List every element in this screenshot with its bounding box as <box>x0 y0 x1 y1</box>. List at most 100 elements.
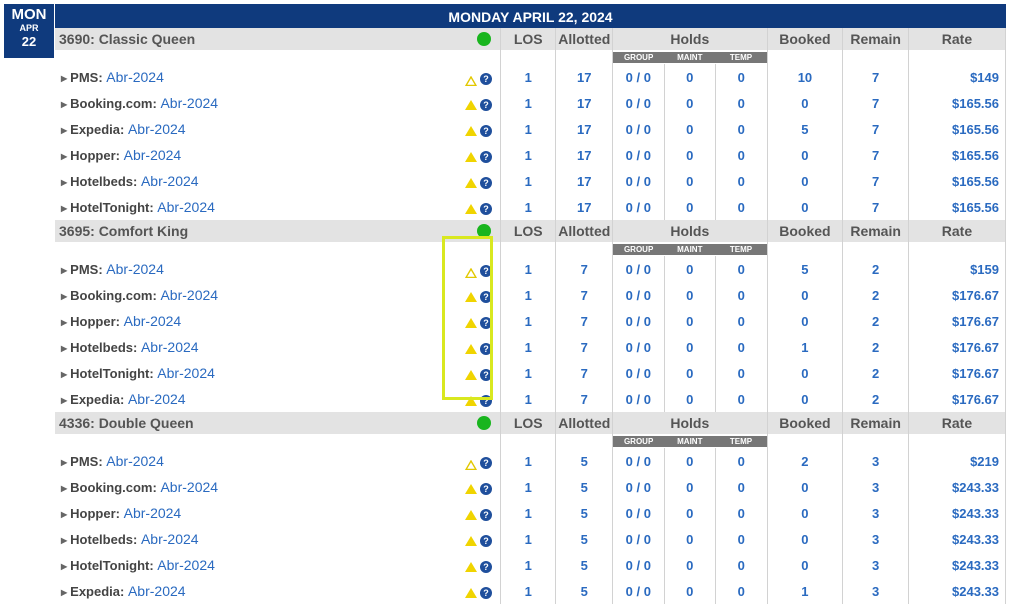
rate-plan-link[interactable]: Abr-2024 <box>157 365 215 381</box>
rate-plan-link[interactable]: Abr-2024 <box>123 147 182 163</box>
rate-value[interactable]: $176.67 <box>908 386 1007 412</box>
warning-triangle-icon[interactable] <box>464 561 477 572</box>
allotted-value[interactable]: 5 <box>555 500 614 526</box>
expand-arrow-icon[interactable]: ▶ <box>61 588 68 597</box>
rate-plan-link[interactable]: Abr-2024 <box>106 453 164 469</box>
warning-triangle-icon[interactable] <box>464 535 477 546</box>
rate-plan-link[interactable]: Abr-2024 <box>127 391 186 407</box>
rate-plan-link[interactable]: Abr-2024 <box>160 287 219 303</box>
rate-plan-link[interactable]: Abr-2024 <box>106 261 164 277</box>
allotted-value[interactable]: 7 <box>555 386 614 412</box>
expand-arrow-icon[interactable]: ▶ <box>61 484 68 493</box>
expand-arrow-icon[interactable]: ▶ <box>61 292 68 301</box>
rate-value[interactable]: $176.67 <box>908 282 1007 308</box>
help-icon[interactable]: ? <box>479 98 492 111</box>
help-icon[interactable]: ? <box>479 72 492 85</box>
warning-triangle-icon[interactable] <box>464 203 477 214</box>
warning-triangle-icon[interactable] <box>464 317 477 328</box>
expand-arrow-icon[interactable]: ▶ <box>61 318 68 327</box>
rate-plan-link[interactable]: Abr-2024 <box>157 199 215 215</box>
help-icon[interactable]: ? <box>479 290 492 303</box>
expand-arrow-icon[interactable]: ▶ <box>61 126 68 135</box>
help-icon[interactable]: ? <box>479 342 492 355</box>
rate-plan-link[interactable]: Abr-2024 <box>160 95 219 111</box>
help-icon[interactable]: ? <box>479 508 492 521</box>
allotted-value[interactable]: 5 <box>555 578 614 604</box>
help-icon[interactable]: ? <box>479 150 492 163</box>
help-icon[interactable]: ? <box>479 202 492 215</box>
rate-plan-link[interactable]: Abr-2024 <box>123 313 182 329</box>
warning-triangle-icon[interactable] <box>464 483 477 494</box>
rate-value[interactable]: $243.33 <box>908 552 1007 578</box>
warning-outline-icon[interactable] <box>464 266 478 278</box>
allotted-value[interactable]: 5 <box>555 448 614 474</box>
help-icon[interactable]: ? <box>479 368 492 381</box>
allotted-value[interactable]: 17 <box>555 64 614 90</box>
rate-plan-link[interactable]: Abr-2024 <box>127 583 186 599</box>
rate-value[interactable]: $176.67 <box>908 334 1007 360</box>
expand-arrow-icon[interactable]: ▶ <box>61 344 68 353</box>
expand-arrow-icon[interactable]: ▶ <box>61 510 68 519</box>
allotted-value[interactable]: 7 <box>555 256 614 282</box>
warning-triangle-icon[interactable] <box>464 395 477 406</box>
allotted-value[interactable]: 5 <box>555 552 614 578</box>
help-icon[interactable]: ? <box>479 482 492 495</box>
help-icon[interactable]: ? <box>479 394 492 407</box>
help-icon[interactable]: ? <box>479 560 492 573</box>
warning-triangle-icon[interactable] <box>464 291 477 302</box>
rate-plan-link[interactable]: Abr-2024 <box>140 173 199 189</box>
allotted-value[interactable]: 7 <box>555 308 614 334</box>
help-icon[interactable]: ? <box>479 176 492 189</box>
allotted-value[interactable]: 17 <box>555 142 614 168</box>
warning-triangle-icon[interactable] <box>464 509 477 520</box>
allotted-value[interactable]: 17 <box>555 194 614 220</box>
rate-plan-link[interactable]: Abr-2024 <box>140 339 199 355</box>
warning-triangle-icon[interactable] <box>464 151 477 162</box>
warning-triangle-icon[interactable] <box>464 99 477 110</box>
help-icon[interactable]: ? <box>479 316 492 329</box>
rate-value[interactable]: $176.67 <box>908 308 1007 334</box>
rate-plan-link[interactable]: Abr-2024 <box>140 531 199 547</box>
allotted-value[interactable]: 7 <box>555 334 614 360</box>
rate-plan-link[interactable]: Abr-2024 <box>127 121 186 137</box>
warning-outline-icon[interactable] <box>464 74 478 86</box>
warning-outline-icon[interactable] <box>464 458 478 470</box>
rate-plan-link[interactable]: Abr-2024 <box>123 505 182 521</box>
allotted-value[interactable]: 17 <box>555 168 614 194</box>
rate-value[interactable]: $159 <box>908 256 1007 282</box>
rate-plan-link[interactable]: Abr-2024 <box>157 557 215 573</box>
help-icon[interactable]: ? <box>479 124 492 137</box>
expand-arrow-icon[interactable]: ▶ <box>61 562 68 571</box>
allotted-value[interactable]: 7 <box>555 360 614 386</box>
allotted-value[interactable]: 7 <box>555 282 614 308</box>
expand-arrow-icon[interactable]: ▶ <box>61 74 68 83</box>
allotted-value[interactable]: 5 <box>555 474 614 500</box>
help-icon[interactable]: ? <box>479 456 492 469</box>
expand-arrow-icon[interactable]: ▶ <box>61 396 68 405</box>
rate-value[interactable]: $243.33 <box>908 526 1007 552</box>
rate-plan-link[interactable]: Abr-2024 <box>160 479 219 495</box>
rate-value[interactable]: $219 <box>908 448 1007 474</box>
rate-value[interactable]: $165.56 <box>908 116 1007 142</box>
rate-value[interactable]: $165.56 <box>908 90 1007 116</box>
rate-value[interactable]: $243.33 <box>908 500 1007 526</box>
warning-triangle-icon[interactable] <box>464 587 477 598</box>
rate-value[interactable]: $165.56 <box>908 168 1007 194</box>
rate-value[interactable]: $165.56 <box>908 194 1007 220</box>
expand-arrow-icon[interactable]: ▶ <box>61 152 68 161</box>
rate-value[interactable]: $243.33 <box>908 578 1007 604</box>
expand-arrow-icon[interactable]: ▶ <box>61 204 68 213</box>
expand-arrow-icon[interactable]: ▶ <box>61 266 68 275</box>
allotted-value[interactable]: 5 <box>555 526 614 552</box>
expand-arrow-icon[interactable]: ▶ <box>61 370 68 379</box>
expand-arrow-icon[interactable]: ▶ <box>61 178 68 187</box>
expand-arrow-icon[interactable]: ▶ <box>61 100 68 109</box>
warning-triangle-icon[interactable] <box>464 177 477 188</box>
warning-triangle-icon[interactable] <box>464 369 477 380</box>
warning-triangle-icon[interactable] <box>464 125 477 136</box>
allotted-value[interactable]: 17 <box>555 116 614 142</box>
rate-value[interactable]: $243.33 <box>908 474 1007 500</box>
help-icon[interactable]: ? <box>479 264 492 277</box>
warning-triangle-icon[interactable] <box>464 343 477 354</box>
expand-arrow-icon[interactable]: ▶ <box>61 458 68 467</box>
